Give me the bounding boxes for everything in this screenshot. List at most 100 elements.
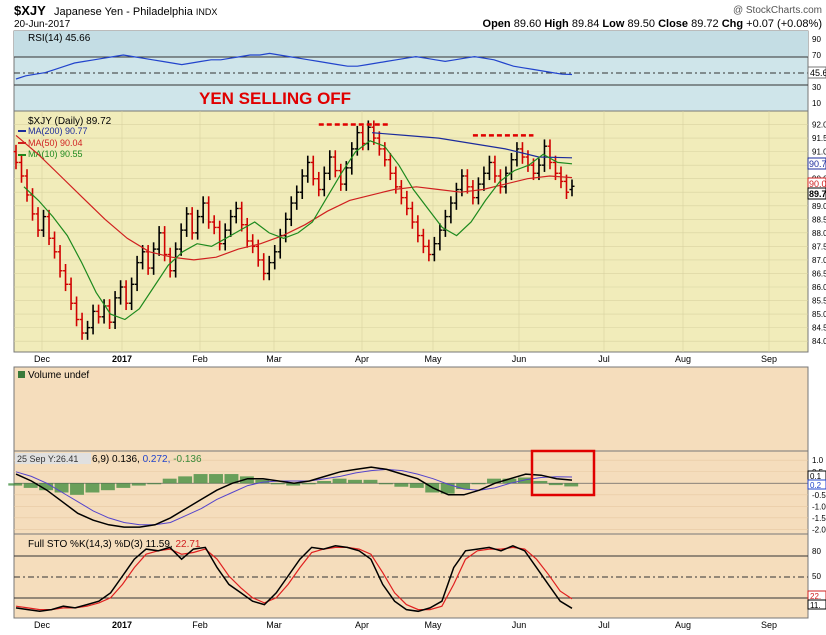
sto-legend: Full STO %K(14,3) %D(3) 11.59, 22.71 [28, 539, 201, 550]
sto-panel: Full STO %K(14,3) %D(3) 11.59, 22.71 80 5… [13, 533, 826, 619]
price-bar [514, 142, 520, 167]
macd-hist-bar [363, 479, 378, 484]
resistance-lines [318, 123, 534, 137]
macd-tick-label: -1.0 [812, 502, 826, 511]
x-axis-label: Dec [34, 620, 51, 630]
price-bar [453, 182, 459, 210]
rsi-value-tag-bg [807, 66, 826, 79]
price-bar [310, 155, 316, 186]
price-bar [563, 174, 569, 200]
price-grid [14, 111, 808, 352]
price-legend-title: $XJY (Daily) 89.72 [28, 116, 112, 127]
price-bar [294, 185, 300, 210]
price-tick-label: 91.5 [812, 134, 826, 143]
x-axis-label: May [424, 354, 442, 364]
price-bar [321, 166, 327, 197]
x-axis-label: Jul [598, 620, 610, 630]
macd-hist-bar [301, 483, 316, 485]
macd-tag-bottom: 0.2 [810, 481, 822, 490]
macd-hist-bar [100, 483, 115, 491]
price-tick-label: 88.5 [812, 215, 826, 224]
macd-hist-bar [23, 483, 38, 488]
copyright: @ StockCharts.com [733, 5, 822, 16]
macd-hist-bar [131, 483, 146, 486]
price-bar [173, 242, 179, 278]
sto-tick-label: 80 [812, 547, 821, 556]
x-axis-label: 2017 [112, 354, 132, 364]
macd-hist-bar [487, 478, 501, 484]
price-bar [244, 217, 250, 248]
price-bar [211, 215, 217, 235]
price-bar [288, 196, 294, 227]
macd-hist-bar [85, 483, 100, 493]
price-tick-label: 87.5 [812, 242, 826, 251]
price-bar [74, 296, 80, 327]
chart-header: $XJY Japanese Yen - Philadelphia INDX @ … [14, 3, 822, 30]
price-bar [189, 207, 195, 240]
price-bar [404, 190, 410, 216]
volume-legend: Volume undef [28, 370, 89, 381]
symbol-title: $XJY [14, 3, 46, 18]
macd-grid [14, 459, 808, 530]
price-bar [503, 166, 509, 194]
price-bar [140, 245, 146, 270]
ma200-tag: 90.7 [809, 159, 826, 169]
price-bar [68, 277, 74, 311]
price-tick-label: 84.5 [812, 324, 826, 333]
price-bar [63, 263, 69, 292]
price-bar [261, 253, 267, 281]
rsi-panel: RSI(14) 45.66 9070503010 45.66 [13, 30, 826, 112]
price-bar [96, 304, 102, 324]
price-bar [481, 166, 487, 191]
price-bar [415, 215, 421, 243]
price-bar [52, 231, 58, 259]
price-bar [448, 196, 454, 224]
price-bar [156, 226, 162, 256]
price-bar [239, 201, 245, 232]
macd-legend-values: 6,9) 0.136, 0.272, -0.136 [92, 454, 202, 465]
price-tick-label: 86.0 [812, 283, 826, 292]
price-bar [184, 207, 190, 237]
price-bar [437, 223, 443, 251]
macd-hist-bar [317, 480, 332, 484]
x-axis-label: Jul [598, 354, 610, 364]
sto-panel-bg [13, 533, 809, 619]
price-bar [217, 220, 223, 251]
price-bar [145, 245, 151, 275]
price-bar [129, 277, 135, 311]
price-bar [206, 196, 212, 229]
macd-hist-bar [394, 483, 409, 487]
price-bar [475, 177, 481, 205]
price-bar [547, 139, 553, 170]
x-axis-label: 2017 [112, 620, 132, 630]
ma50-tag: 90.0 [809, 179, 826, 189]
macd-hist-bar [239, 476, 254, 484]
ma50-swatch [18, 142, 26, 144]
rsi-legend: RSI(14) 45.66 [28, 33, 91, 44]
price-bar [134, 255, 140, 292]
price-bar [222, 223, 228, 251]
x-axis-label: Sep [761, 354, 777, 364]
x-axis-label: Aug [675, 620, 691, 630]
macd-tick-label: -2.0 [812, 525, 826, 534]
x-axis-labels-middle: Dec 2017 Feb Mar Apr May Jun Jul Aug Sep [34, 354, 777, 364]
x-axis-label: Mar [266, 620, 282, 630]
price-bar [90, 304, 96, 335]
ma10-line [23, 140, 573, 321]
sto-tag-d: 22. [810, 592, 821, 601]
price-bar [327, 150, 333, 181]
x-axis-label: Mar [266, 354, 282, 364]
price-bar [470, 180, 476, 205]
ma10-legend: MA(10) 90.55 [28, 149, 83, 159]
price-bar [431, 236, 437, 262]
price-bar [305, 155, 311, 183]
rsi-value-tag: 45.66 [810, 68, 826, 78]
price-panel-bg [13, 110, 809, 353]
ma10-swatch [18, 154, 26, 156]
price-bar [112, 291, 118, 329]
x-axis-label: Apr [355, 354, 369, 364]
macd-hist-bar [162, 478, 177, 484]
close-tag: 89.7 [809, 189, 826, 199]
x-axis-label: Dec [34, 354, 51, 364]
rsi-line [15, 52, 573, 80]
